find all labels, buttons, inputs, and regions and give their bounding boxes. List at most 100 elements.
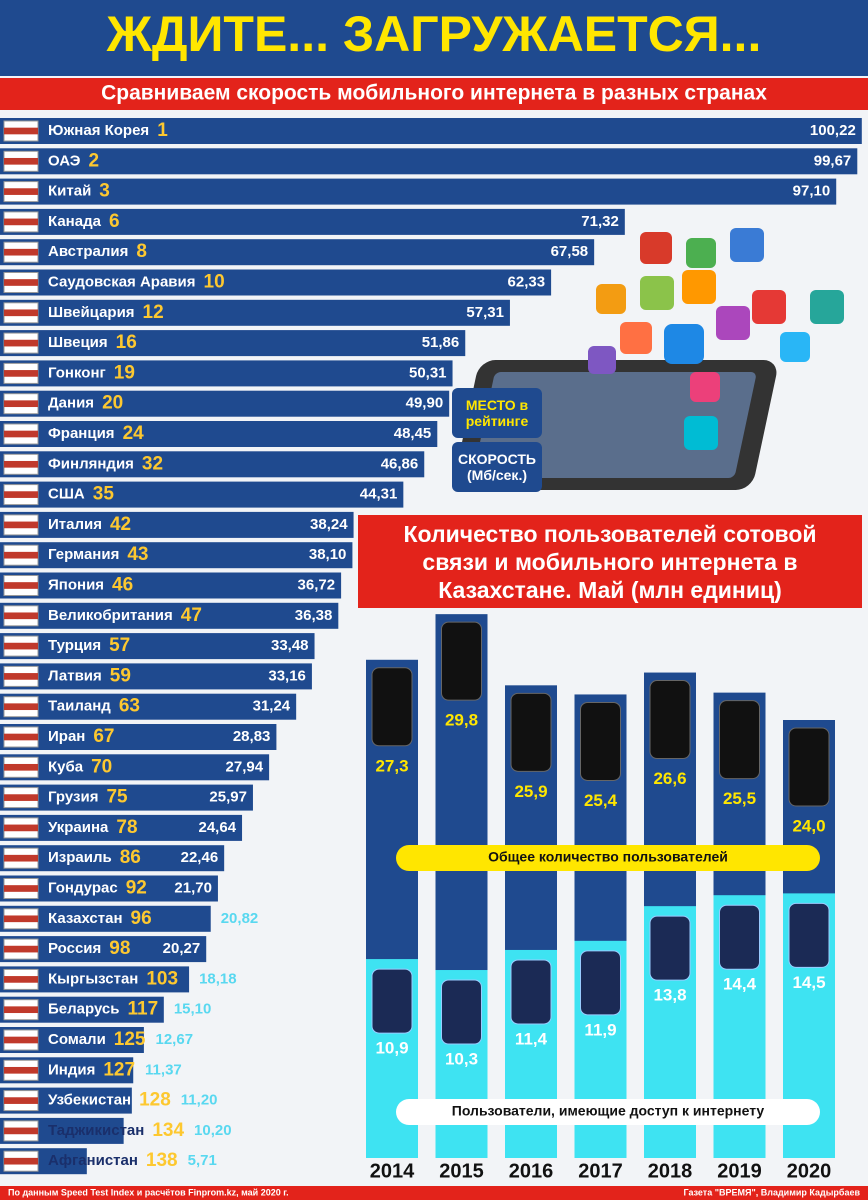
rank-label: 128 — [139, 1090, 171, 1111]
bar — [0, 148, 858, 175]
value-label: 11,20 — [181, 1092, 218, 1109]
rank-label: 78 — [116, 817, 137, 838]
rank-label: 12 — [143, 302, 164, 323]
country-name: Афганистан — [48, 1152, 138, 1169]
country-name: Украина — [48, 819, 109, 836]
value-label: 14,5 — [792, 973, 825, 992]
flag-stripe — [4, 824, 38, 832]
country-name: Казахстан — [48, 910, 123, 927]
value-label: 20,27 — [163, 940, 201, 957]
value-label: 10,20 — [194, 1122, 232, 1139]
country-name: Турция — [48, 637, 101, 654]
value-label: 14,4 — [723, 975, 757, 994]
rank-label: 125 — [114, 1029, 146, 1050]
bar — [0, 754, 270, 781]
value-label: 48,45 — [394, 425, 432, 442]
flag-stripe — [4, 945, 38, 953]
flag-stripe — [4, 370, 38, 377]
chart2-title-band — [358, 515, 862, 608]
rank-label: 3 — [99, 181, 110, 202]
phone-icon — [649, 680, 691, 760]
phone-icon — [441, 621, 482, 701]
value-label: 67,58 — [551, 243, 589, 260]
rank-label: 59 — [110, 665, 131, 686]
value-label: 36,72 — [298, 576, 336, 593]
country-name: Латвия — [48, 667, 102, 684]
value-label: 50,31 — [409, 364, 447, 381]
credit-note: Газета "ВРЕМЯ", Владимир Кадырбаев — [683, 1187, 860, 1197]
flag-stripe — [4, 521, 38, 529]
flag-stripe — [4, 218, 38, 226]
flag-stripe — [4, 1157, 38, 1165]
phone-icon — [371, 667, 413, 747]
rank-label: 127 — [103, 1059, 135, 1080]
value-label: 27,94 — [226, 758, 264, 775]
country-name: Германия — [48, 546, 119, 563]
value-label: 44,31 — [360, 486, 398, 503]
phone-icon — [441, 979, 482, 1045]
bar — [0, 451, 425, 478]
bar — [0, 390, 450, 417]
country-name: Израиль — [48, 849, 112, 866]
bar — [0, 572, 342, 599]
country-name: Гонконг — [48, 364, 106, 381]
flag-stripe — [4, 885, 38, 892]
country-name: Франция — [48, 425, 115, 442]
phone-icon — [510, 692, 552, 772]
country-name: Южная Корея — [48, 122, 149, 139]
country-name: Таджикистан — [48, 1122, 144, 1139]
chart2-title: Количество пользователей сотовой связи и… — [403, 520, 817, 603]
value-label: 20,82 — [221, 910, 259, 927]
value-label: 49,90 — [406, 395, 444, 412]
country-name: Гондурас — [48, 879, 118, 896]
subtitle: Сравниваем скорость мобильного интернета… — [101, 82, 767, 105]
value-label: 29,8 — [445, 711, 478, 730]
flag-stripe — [4, 642, 38, 650]
x-tick-label: 2018 — [648, 1160, 693, 1182]
phone-icon — [510, 959, 552, 1025]
x-tick-label: 2014 — [370, 1160, 415, 1182]
bar — [0, 421, 438, 447]
value-label: 71,32 — [581, 213, 619, 230]
flag-stripe — [4, 400, 38, 408]
flag-stripe — [4, 673, 38, 680]
source-note: По данным Speed Test Index и расчётов Fi… — [8, 1187, 289, 1197]
country-name: ОАЭ — [48, 152, 81, 169]
value-label: 46,86 — [381, 455, 419, 472]
bar — [0, 299, 510, 326]
country-name: Дания — [48, 395, 94, 412]
country-name: США — [48, 486, 85, 503]
country-name: Канада — [48, 213, 102, 230]
rank-label: 98 — [109, 938, 130, 959]
flag-stripe — [4, 794, 38, 801]
flag-stripe — [4, 763, 38, 771]
value-label: 51,86 — [422, 334, 460, 351]
legend-rank: МЕСТО в рейтинге — [452, 388, 542, 438]
rank-label: 75 — [106, 787, 128, 808]
value-label: 11,9 — [584, 1020, 616, 1039]
value-label: 10,3 — [445, 1050, 478, 1069]
rank-label: 138 — [146, 1150, 178, 1171]
bar — [0, 208, 625, 235]
rank-label: 20 — [102, 393, 123, 414]
flag-stripe — [4, 733, 38, 741]
rank-label: 96 — [131, 908, 152, 929]
phone-icon — [788, 902, 830, 968]
flag-stripe — [4, 1006, 38, 1014]
phone-icon — [788, 727, 830, 807]
value-label: 62,33 — [508, 273, 546, 290]
bar — [0, 511, 354, 538]
flag-stripe — [4, 279, 38, 286]
rank-label: 2 — [88, 150, 99, 171]
flag-stripe — [4, 582, 38, 589]
value-label: 33,16 — [268, 667, 306, 684]
rank-label: 103 — [146, 968, 178, 989]
country-name: Беларусь — [48, 1001, 120, 1018]
bar — [0, 542, 353, 569]
value-label: 57,31 — [466, 304, 504, 321]
flag-stripe — [4, 309, 38, 317]
flag-stripe — [4, 976, 38, 983]
value-label: 33,48 — [271, 637, 309, 654]
value-label: 25,9 — [514, 782, 547, 801]
country-name: Финляндия — [48, 455, 134, 472]
